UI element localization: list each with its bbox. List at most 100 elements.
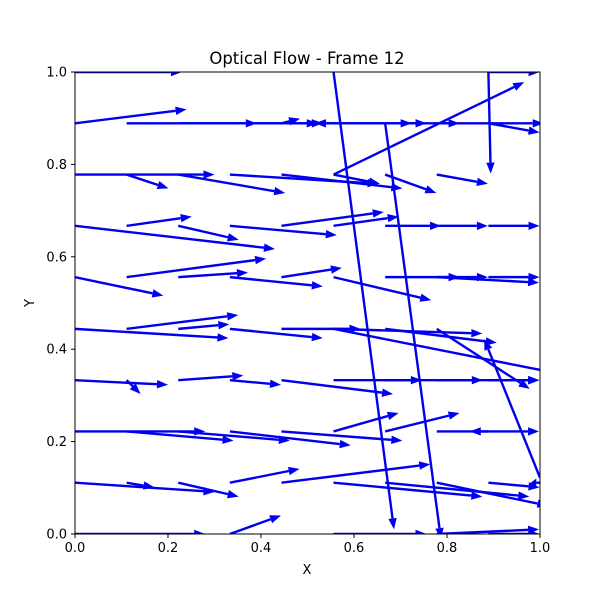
arrow-shaft	[487, 72, 492, 163]
flow-arrow	[469, 427, 489, 436]
flow-arrow	[488, 221, 540, 231]
flow-arrow	[75, 378, 168, 389]
arrow-head	[469, 427, 481, 436]
arrow-head	[415, 529, 427, 534]
flow-arrow	[436, 119, 540, 128]
arrow-head	[287, 466, 300, 476]
flow-arrow	[436, 221, 488, 231]
arrow-head	[512, 82, 525, 91]
flow-arrow	[178, 173, 286, 196]
flow-arrow	[126, 430, 234, 444]
arrow-shaft	[281, 120, 290, 125]
arrow-shaft	[177, 224, 229, 239]
flow-arrow	[333, 411, 399, 433]
y-tick-label: 1.0	[46, 66, 67, 81]
arrow-head	[387, 213, 399, 223]
flow-arrow	[229, 430, 351, 449]
x-tick-label: 0.8	[437, 541, 458, 556]
arrow-shaft	[487, 348, 540, 479]
arrow-shaft	[436, 327, 522, 384]
arrow-shaft	[488, 481, 529, 488]
arrow-head	[263, 243, 275, 252]
arrow-shaft	[333, 173, 370, 183]
flow-arrow	[281, 265, 342, 279]
flow-arrow	[436, 275, 540, 287]
arrow-head	[388, 517, 397, 530]
arrow-head	[218, 321, 230, 330]
arrow-head	[381, 388, 394, 397]
arrow-shaft	[332, 72, 394, 519]
flow-arrow	[385, 221, 441, 231]
flow-arrow	[281, 173, 403, 192]
arrow-head	[429, 221, 441, 231]
arrow-shaft	[126, 258, 256, 279]
flow-arrow	[436, 173, 488, 186]
arrow-shaft	[488, 122, 529, 132]
arrow-head	[536, 499, 540, 508]
arrow-head	[156, 180, 169, 189]
y-axis-label: Y	[23, 299, 38, 308]
arrow-head	[288, 117, 301, 126]
y-axis-ticks: 0.0 0.2 0.4 0.6 0.8 1.0	[46, 66, 75, 543]
arrow-head	[476, 177, 488, 186]
flow-arrow	[281, 209, 384, 228]
flow-arrow	[75, 106, 187, 125]
flow-arrow	[126, 312, 239, 331]
flow-arrow	[178, 372, 244, 382]
flow-arrow	[281, 430, 403, 445]
arrow-shaft	[125, 379, 134, 388]
flow-arrow	[229, 515, 281, 534]
flow-arrow	[229, 466, 300, 484]
arrow-shaft	[436, 275, 529, 284]
arrow-shaft	[229, 469, 290, 484]
arrow-head	[424, 185, 437, 194]
arrow-head	[484, 339, 493, 351]
flow-arrow	[126, 173, 169, 189]
arrow-shaft	[333, 216, 388, 228]
flow-arrow	[229, 378, 281, 388]
arrow-head	[269, 515, 281, 524]
arrow-shaft	[75, 109, 176, 125]
arrow-head	[418, 461, 431, 470]
arrow-head	[227, 233, 239, 242]
arrow-shaft	[126, 481, 144, 487]
arrow-head	[226, 312, 239, 321]
arrow-head	[156, 380, 168, 389]
arrow-shaft	[229, 378, 271, 385]
arrow-shaft	[75, 327, 218, 339]
arrow-head	[528, 529, 540, 534]
flow-arrow	[126, 255, 267, 279]
arrow-head	[530, 478, 537, 487]
arrow-shaft	[333, 85, 515, 176]
arrow-head	[447, 411, 460, 420]
arrow-head	[339, 439, 351, 449]
arrow-layer	[75, 72, 540, 534]
arrow-shaft	[177, 481, 229, 496]
arrow-head	[311, 281, 323, 290]
flow-arrow	[177, 224, 239, 242]
x-axis-ticks: 0.0 0.2 0.4 0.6 0.8 1.0	[65, 534, 550, 556]
flow-arrow	[229, 275, 323, 290]
flow-arrow	[530, 478, 540, 487]
x-axis-label: X	[303, 563, 312, 578]
flow-arrow	[178, 269, 248, 279]
arrow-head	[471, 328, 483, 338]
arrow-shaft	[126, 216, 181, 228]
flow-arrow	[488, 481, 540, 491]
arrow-head	[273, 187, 286, 196]
arrow-shaft	[384, 414, 450, 433]
arrow-head	[170, 72, 182, 77]
arrow-shaft	[178, 430, 279, 441]
flow-arrow	[333, 173, 381, 186]
arrow-head	[386, 411, 399, 421]
arrow-shaft	[281, 430, 392, 442]
arrow-shaft	[126, 430, 223, 441]
arrow-head	[532, 119, 540, 128]
arrow-head	[180, 213, 192, 223]
arrow-shaft	[385, 327, 486, 343]
arrow-shaft	[385, 481, 519, 497]
arrow-head	[391, 435, 403, 445]
arrow-shaft	[436, 528, 529, 534]
flow-arrow	[75, 224, 275, 252]
flow-arrow	[126, 213, 192, 228]
